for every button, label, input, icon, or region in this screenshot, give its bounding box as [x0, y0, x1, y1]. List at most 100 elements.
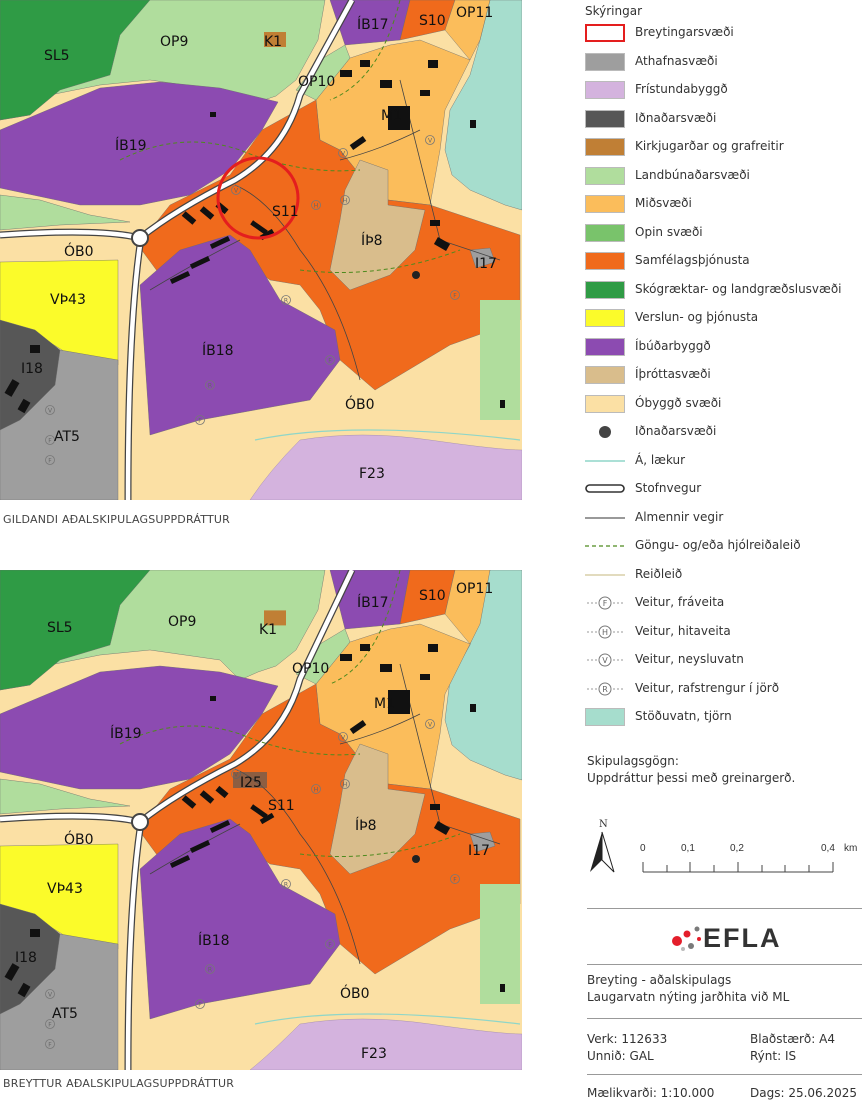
legend-item: Almennir vegir — [585, 508, 866, 528]
zone-labels: SL5 OP9 K1 ÍB17 S10 OP11 OP10 M1 ÍB19 I2… — [15, 581, 493, 1062]
label-sl5: SL5 — [47, 620, 73, 636]
legend-item: Óbyggð svæði — [585, 394, 866, 414]
legend-swatch — [585, 138, 625, 156]
legend-swatch — [585, 81, 625, 99]
legend-label: Kirkjugarðar og grafreitir — [635, 139, 784, 153]
legend-label: Opin svæði — [635, 224, 703, 239]
legend-title: Skýringar — [585, 4, 643, 18]
scale-graphic: N 0 0,1 0,2 0,4 km — [590, 819, 857, 873]
legend-symbol-icon: V — [585, 650, 625, 670]
svg-text:H: H — [343, 198, 348, 205]
legend-label: Iðnaðarsvæði — [635, 110, 717, 125]
label-ip8: ÍÞ8 — [355, 817, 377, 834]
current-plan-map: V H H R R F F F V F F V V SL5 OP9 K1 ÍB17 S10 OP11 O… — [0, 0, 522, 500]
legend-symbol-icon — [585, 479, 625, 499]
legend-label: Skógræktar- og landgræðslusvæði — [635, 281, 842, 296]
scale-tick-4: 0,4 — [821, 843, 835, 854]
revised-plan-caption: BREYTTUR AÐALSKIPULAGSUPPDRÁTTUR — [3, 1077, 235, 1090]
documents-text: Uppdráttur þessi með greinargerð. — [587, 771, 796, 785]
legend-swatch — [585, 109, 625, 128]
drawing-date: Dags: 25.06.2025 — [750, 1086, 858, 1100]
label-ib19: ÍB19 — [115, 137, 147, 154]
legend-swatch — [585, 195, 625, 213]
legend-label: Veitur, rafstrengur í jörð — [635, 680, 780, 695]
legend-label: Veitur, fráveita — [635, 595, 725, 609]
reviewed-by: Rýnt: IS — [750, 1049, 797, 1063]
legend-swatch — [585, 24, 625, 42]
plan-documents: Skipulagsgögn: Uppdráttur þessi með grei… — [587, 753, 795, 787]
legend-label: Stofnvegur — [635, 481, 702, 495]
legend-swatch — [585, 337, 625, 356]
legend-item: Stofnvegur — [585, 479, 866, 499]
label-ob0-south: ÓB0 — [340, 984, 370, 1002]
label-ib19: ÍB19 — [110, 725, 142, 742]
legend-symbol-icon: H — [585, 622, 625, 642]
svg-text:R: R — [284, 298, 288, 305]
legend-item: R Veitur, rafstrengur í jörð — [585, 679, 866, 699]
legend-item: Athafnasvæði — [585, 52, 866, 72]
zone-labels: SL5 OP9 K1 ÍB17 S10 OP11 OP10 M1 ÍB19 S1… — [21, 5, 497, 482]
label-ob0-west: ÓB0 — [64, 242, 94, 260]
label-m1: M1 — [381, 108, 402, 124]
legend-item: Miðsvæði — [585, 194, 866, 214]
label-vth43: VÞ43 — [50, 292, 86, 308]
drawn-by: Unnið: GAL — [587, 1049, 654, 1063]
svg-text:F: F — [48, 1042, 52, 1049]
efla-logo: EFLA — [665, 919, 805, 959]
label-ib18: ÍB18 — [202, 342, 234, 359]
label-ib17: ÍB17 — [357, 16, 389, 33]
svg-text:F: F — [453, 293, 457, 300]
legend-label: Veitur, hitaveita — [635, 623, 731, 638]
legend-symbol-icon — [585, 565, 625, 585]
legend-swatch — [585, 252, 625, 270]
legend-label: Stöðuvatn, tjörn — [635, 709, 732, 723]
svg-text:V: V — [602, 656, 608, 665]
title-block-info-box: Verk: 112633 Blaðstærð: A4 Unnið: GAL Rý… — [587, 1018, 862, 1069]
label-k1: K1 — [259, 622, 277, 638]
label-op9: OP9 — [160, 34, 188, 50]
label-i25: I25 — [240, 775, 262, 791]
legend-symbol-icon — [585, 536, 625, 556]
label-op9: OP9 — [168, 614, 196, 630]
label-ob0-south: ÓB0 — [345, 395, 375, 413]
legend-label: Íþróttasvæði — [635, 367, 711, 381]
legend-swatch — [585, 280, 625, 299]
title-line-2: Laugarvatn nýting jarðhita við ML — [587, 990, 790, 1004]
legend-label: Verslun- og þjónusta — [635, 310, 759, 324]
legend-item: Íþróttasvæði — [585, 365, 866, 385]
legend-swatch — [585, 309, 625, 327]
legend-label: Óbyggð svæði — [635, 395, 722, 410]
legend-symbol-icon: R — [585, 679, 625, 699]
legend-item: F Veitur, fráveita — [585, 593, 866, 613]
title-block-logo-box: EFLA — [587, 908, 862, 965]
label-i17: I17 — [468, 843, 490, 859]
svg-text:F: F — [328, 358, 332, 365]
north-label: N — [599, 819, 608, 830]
legend-label: Göngu- og/eða hjólreiðaleið — [635, 538, 801, 552]
svg-text:F: F — [48, 1022, 52, 1029]
legend-item: Kirkjugarðar og grafreitir — [585, 137, 866, 157]
legend-item: Opin svæði — [585, 223, 866, 243]
efla-logo-dots-icon — [672, 926, 701, 951]
drawing-scale: Mælikvarði: 1:10.000 — [587, 1086, 715, 1100]
svg-text:R: R — [208, 967, 212, 974]
svg-text:F: F — [453, 877, 457, 884]
legend-symbol-icon — [585, 422, 625, 442]
scale-tick-1: 0,1 — [681, 843, 695, 854]
legend-label: Miðsvæði — [635, 196, 692, 210]
label-k1: K1 — [264, 34, 282, 50]
label-s11: S11 — [268, 798, 295, 814]
svg-text:F: F — [198, 418, 202, 425]
svg-text:F: F — [603, 599, 608, 608]
legend-item: Samfélagsþjónusta — [585, 251, 866, 271]
new-industrial-area-i25 — [233, 772, 267, 788]
legend-symbol-icon — [585, 508, 625, 528]
legend-label: Veitur, neysluvatn — [635, 652, 744, 666]
legend-swatch — [585, 708, 625, 726]
legend-item: Reiðleið — [585, 565, 866, 585]
legend-label: Íbúðarbyggð — [635, 338, 711, 353]
svg-text:V: V — [48, 408, 53, 415]
